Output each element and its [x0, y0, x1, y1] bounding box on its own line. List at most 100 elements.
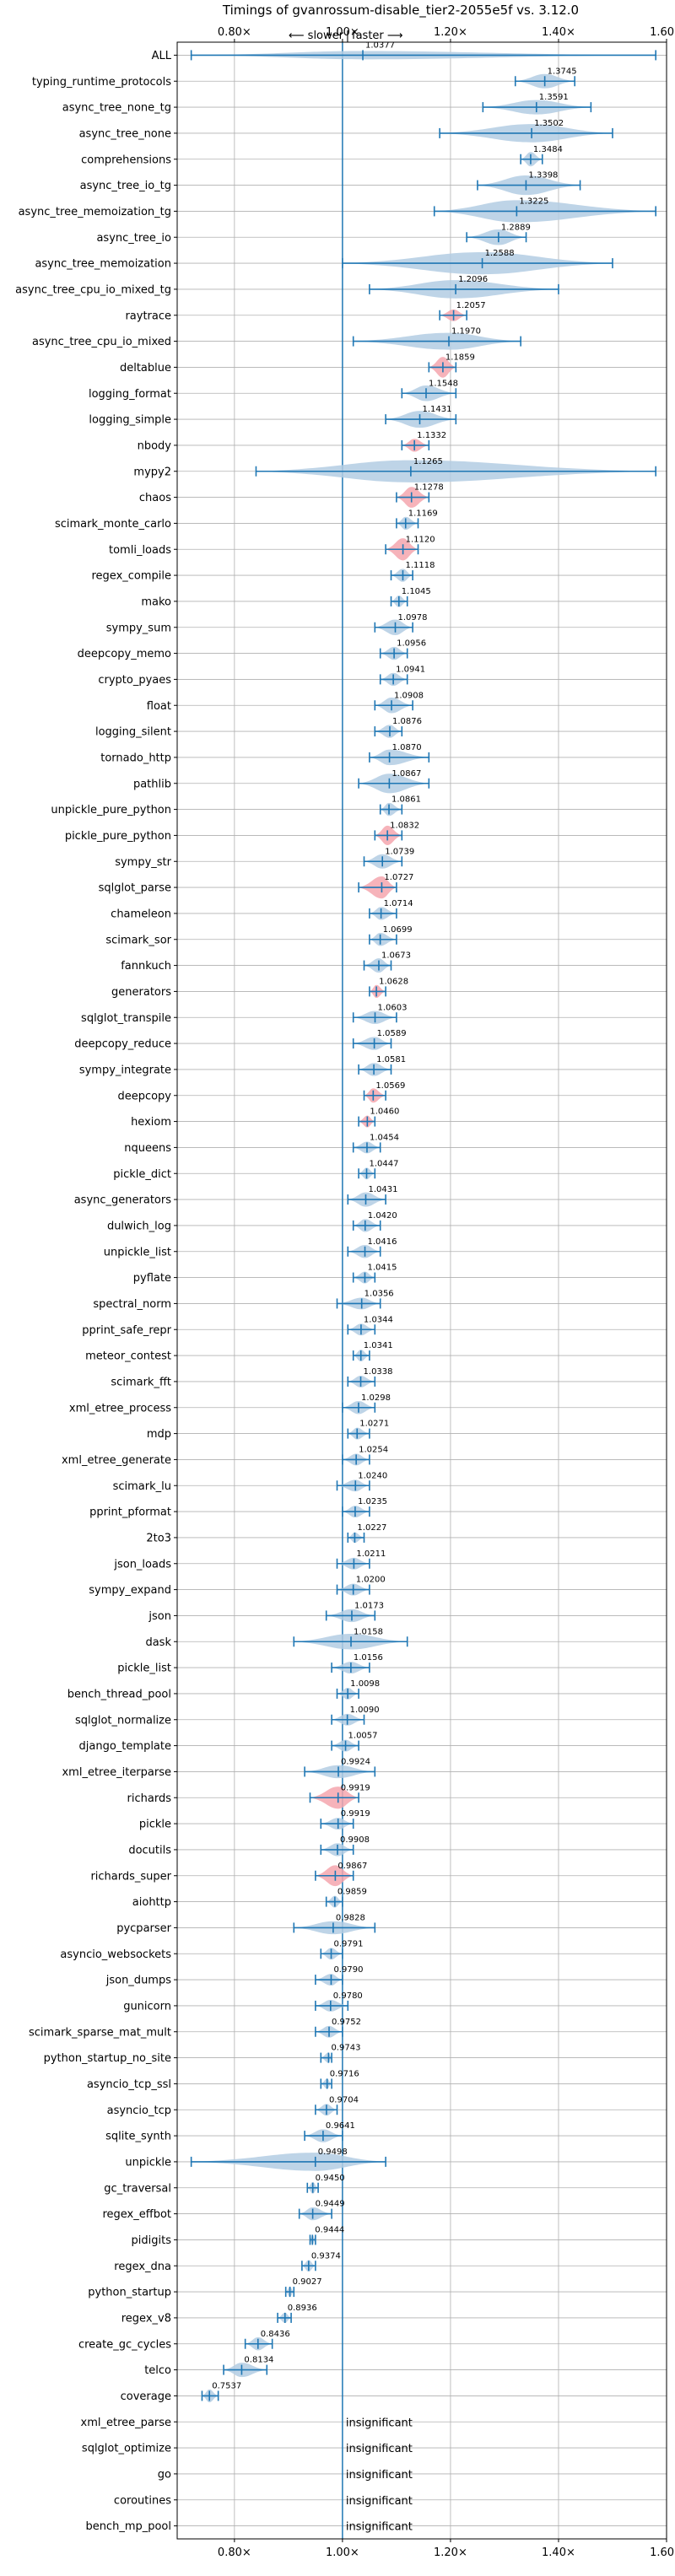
benchmark-label: async_tree_none_tg: [62, 102, 171, 115]
median-value-label: 0.8134: [244, 2356, 273, 2365]
benchmark-label: crypto_pyaes: [98, 674, 171, 687]
median-value-label: 0.7537: [212, 2381, 241, 2390]
median-value-label: 1.0341: [364, 1341, 393, 1350]
benchmark-label: sqlite_synth: [105, 2131, 171, 2143]
median-value-label: 1.0377: [365, 40, 395, 50]
median-value-label: 1.0603: [377, 1003, 407, 1012]
median-value-label: 0.9919: [341, 1809, 370, 1819]
median-value-label: 0.9828: [336, 1913, 365, 1922]
median-value-label: 0.9374: [311, 2251, 341, 2261]
median-value-label: 1.0420: [368, 1211, 397, 1221]
benchmark-label: nqueens: [124, 1142, 171, 1155]
benchmark-label: deltablue: [120, 362, 171, 375]
benchmark-label: async_tree_none: [79, 127, 171, 140]
median-value-label: 0.9450: [316, 2174, 345, 2183]
direction-separator: |: [346, 30, 349, 42]
x-tick-label-bottom: 1.60×: [650, 2546, 675, 2559]
median-value-label: 1.1278: [414, 483, 444, 493]
benchmark-label: logging_format: [89, 388, 171, 401]
median-value-label: 1.3502: [534, 119, 564, 128]
benchmark-label: unpickle_pure_python: [51, 804, 171, 816]
median-value-label: 0.9790: [333, 1965, 363, 1975]
benchmark-label: xml_etree_process: [69, 1402, 171, 1415]
direction-faster-label: faster ⟶: [352, 30, 403, 42]
benchmark-label: sqlglot_normalize: [75, 1714, 171, 1727]
benchmark-label: chameleon: [111, 908, 171, 920]
benchmark-label: async_tree_memoization_tg: [19, 206, 171, 218]
benchmark-label: pickle_dict: [113, 1168, 171, 1181]
benchmark-label: create_gc_cycles: [78, 2338, 171, 2351]
benchmark-label: docutils: [128, 1844, 171, 1857]
median-value-label: 1.0211: [356, 1549, 386, 1559]
median-value-label: 1.0090: [350, 1706, 380, 1715]
benchmark-label: pickle_pure_python: [65, 830, 171, 843]
median-value-label: 1.0832: [390, 821, 419, 830]
benchmark-label: json_dumps: [105, 1975, 171, 1987]
benchmark-label: pycparser: [116, 1922, 171, 1935]
median-value-label: 1.0699: [383, 925, 413, 935]
benchmark-label: float: [147, 700, 171, 713]
benchmark-label: scimark_lu: [113, 1480, 171, 1493]
benchmark-label: mdp: [147, 1428, 171, 1441]
median-value-label: 1.0057: [348, 1732, 378, 1741]
median-value-label: 0.8436: [261, 2330, 290, 2339]
benchmark-label: dask: [145, 1636, 171, 1649]
benchmark-label: deepcopy_memo: [78, 648, 171, 660]
benchmark-label: deepcopy: [117, 1090, 171, 1102]
median-value-label: 1.0460: [370, 1107, 399, 1117]
median-value-label: 1.0235: [358, 1497, 387, 1506]
benchmark-label: scimark_monte_carlo: [55, 518, 171, 531]
benchmark-label: meteor_contest: [85, 1350, 171, 1363]
median-value-label: 1.3484: [533, 145, 563, 154]
median-value-label: 1.0454: [370, 1133, 399, 1142]
benchmark-label: json_loads: [113, 1558, 171, 1571]
benchmark-label: deepcopy_reduce: [74, 1038, 171, 1051]
benchmark-label: comprehensions: [81, 154, 171, 166]
median-value-label: 0.9641: [326, 2121, 355, 2131]
x-tick-label-top: 1.20×: [434, 26, 467, 39]
x-tick-label-bottom: 1.20×: [434, 2546, 467, 2559]
insignificant-label: insignificant: [346, 2443, 413, 2455]
benchmark-label: generators: [111, 986, 171, 999]
median-value-label: 0.9908: [340, 1835, 370, 1845]
benchmark-label: hexiom: [131, 1116, 171, 1129]
median-value-label: 1.0447: [370, 1159, 399, 1168]
benchmark-label: scimark_sparse_mat_mult: [29, 2026, 171, 2039]
median-value-label: 1.3225: [519, 197, 548, 206]
median-value-label: 1.1120: [406, 535, 435, 544]
x-tick-label-bottom: 0.80×: [218, 2546, 251, 2559]
chart-title: Timings of gvanrossum-disable_tier2-2055…: [222, 3, 579, 19]
benchmark-label: regex_v8: [122, 2312, 171, 2325]
benchmark-label: unpickle: [125, 2156, 171, 2169]
x-tick-label-top: 0.80×: [218, 26, 251, 39]
median-value-label: 1.0240: [358, 1471, 387, 1480]
benchmark-label: gc_traversal: [104, 2182, 171, 2195]
median-value-label: 0.9444: [315, 2225, 344, 2234]
benchmark-label: python_startup_no_site: [44, 2052, 171, 2065]
benchmark-label: python_startup: [88, 2287, 171, 2299]
median-value-label: 0.9752: [332, 2018, 361, 2027]
median-value-label: 1.0431: [368, 1185, 397, 1194]
median-value-label: 1.0200: [356, 1576, 386, 1585]
benchmark-label: json: [148, 1610, 171, 1623]
benchmark-label: mako: [141, 595, 171, 608]
benchmark-label: go: [158, 2468, 171, 2481]
benchmark-label: gunicorn: [123, 2000, 171, 2013]
median-value-label: 1.2096: [458, 275, 488, 284]
median-value-label: 0.9791: [334, 1939, 364, 1948]
median-value-label: 1.0569: [375, 1081, 405, 1091]
benchmark-label: pyflate: [133, 1272, 171, 1285]
x-tick-label-top: 1.60×: [650, 26, 675, 39]
direction-slower-label: ⟵ slower: [289, 30, 344, 42]
benchmark-label: 2to3: [146, 1532, 171, 1544]
benchmark-label: pprint_pformat: [89, 1506, 171, 1519]
benchmark-label: async_tree_cpu_io_mixed_tg: [15, 283, 171, 296]
benchmark-label: sympy_expand: [89, 1584, 171, 1597]
median-value-label: 0.9919: [341, 1783, 370, 1792]
benchmark-label: regex_effbot: [102, 2208, 171, 2221]
median-value-label: 1.0227: [357, 1523, 386, 1533]
median-value-label: 1.0978: [398, 613, 428, 622]
benchmark-label: sympy_integrate: [79, 1064, 171, 1076]
benchmark-label: aiohttp: [132, 1896, 171, 1909]
